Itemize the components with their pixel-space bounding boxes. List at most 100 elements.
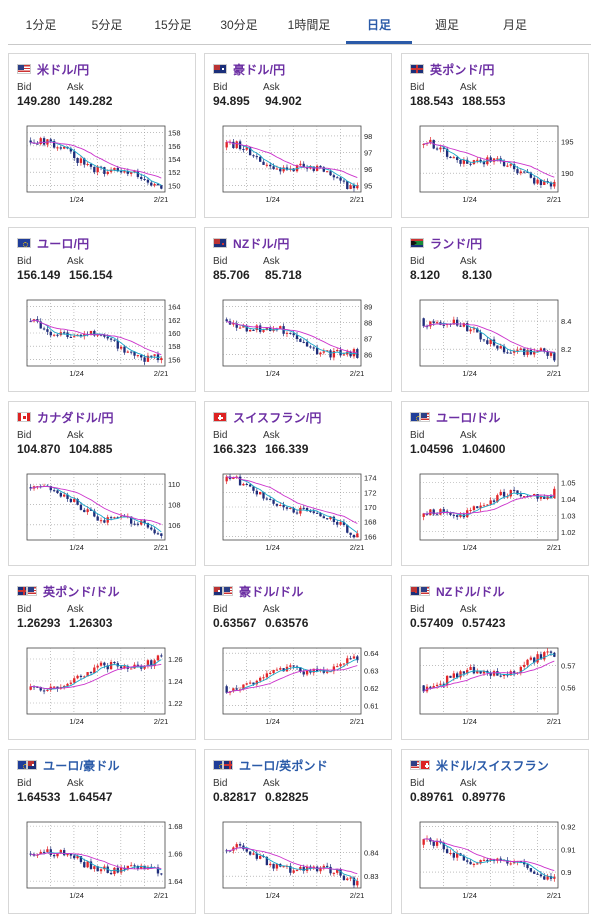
plot-frame <box>419 473 559 541</box>
us-flag-icon <box>223 586 233 596</box>
candle-body <box>292 333 295 336</box>
candle-body <box>529 868 533 872</box>
candlestick-chart[interactable]: 89 88 87 86 1/24 2/21 <box>211 296 385 388</box>
candle-body <box>130 668 133 670</box>
bid-ask-labels: Bid Ask <box>213 256 313 267</box>
rate-card[interactable]: カナダドル/円 Bid Ask 104.870 104.885 110 108 106 1… <box>8 401 196 566</box>
candlestick-chart[interactable]: 1.26 1.24 1.22 1/24 2/21 <box>15 644 189 736</box>
rate-card[interactable]: ランド/円 Bid Ask 8.120 8.130 8.4 8.2 1/24 2/21 <box>401 227 589 392</box>
candlestick-chart[interactable]: 0.92 0.91 0.9 1/24 2/21 <box>408 818 582 910</box>
rate-card[interactable]: 豪ドル/ドル Bid Ask 0.63567 0.63576 0.64 0.63 0.6… <box>204 575 392 740</box>
candlestick-chart[interactable]: 164 162 160 158 156 1/24 2/21 <box>15 296 189 388</box>
currency-pair-link[interactable]: 米ドル/スイスフラン <box>436 758 549 773</box>
candle-body <box>452 852 455 858</box>
rate-card[interactable]: 米ドル/スイスフラン Bid Ask 0.89761 0.89776 0.92 0.9… <box>401 749 589 914</box>
candle-body <box>245 849 248 852</box>
tab-3[interactable]: 30分足 <box>220 18 258 32</box>
ask-label: Ask <box>263 430 280 441</box>
y-tick-label: 1.02 <box>561 528 576 537</box>
candle-body <box>445 148 449 157</box>
ask-value: 104.885 <box>69 442 113 456</box>
y-tick-label: 166 <box>364 532 377 541</box>
candle-body <box>83 333 86 337</box>
currency-pair-link[interactable]: ユーロ/英ポンド <box>239 758 328 773</box>
candle-body <box>449 675 452 678</box>
candle-body <box>245 483 248 485</box>
rate-card[interactable]: スイスフラン/円 Bid Ask 166.323 166.339 174 172 170… <box>204 401 392 566</box>
currency-pair-link[interactable]: 豪ドル/円 <box>233 62 286 77</box>
tab-0[interactable]: 1分足 <box>25 18 57 32</box>
tab-2[interactable]: 15分足 <box>154 18 192 32</box>
currency-pair-link[interactable]: ランド/円 <box>430 236 483 251</box>
bid-ask-values: 1.26293 1.26303 <box>17 616 112 630</box>
currency-pair-link[interactable]: 英ポンド/ドル <box>43 584 120 599</box>
candle-body <box>76 498 79 505</box>
candle-body <box>462 671 466 674</box>
candle-body <box>103 866 106 870</box>
candlestick-chart[interactable]: 8.4 8.2 1/24 2/21 <box>408 296 582 388</box>
card-header: 米ドル/スイスフラン <box>410 757 549 773</box>
candlestick-chart[interactable]: 158 156 154 152 150 1/24 2/21 <box>15 122 189 214</box>
currency-pair-link[interactable]: ユーロ/円 <box>37 236 90 251</box>
candle-body <box>289 665 292 667</box>
rate-card[interactable]: 英ポンド/円 Bid Ask 188.543 188.553 195 190 1/24 2… <box>401 53 589 218</box>
ask-label: Ask <box>263 256 280 267</box>
candlestick-chart[interactable]: 1.68 1.66 1.64 1/24 2/21 <box>15 818 189 910</box>
candle-body <box>292 870 295 873</box>
candle-body <box>42 851 46 853</box>
candle-body <box>160 655 163 657</box>
rate-card[interactable]: ユーロ/英ポンド Bid Ask 0.82817 0.82825 0.84 0.83 1… <box>204 749 392 914</box>
tab-1[interactable]: 5分足 <box>91 18 123 32</box>
currency-pair-link[interactable]: 豪ドル/ドル <box>239 584 304 599</box>
rate-card[interactable]: NZドル/円 Bid Ask 85.706 85.718 89 88 87 86 1/24 2… <box>204 227 392 392</box>
rate-card[interactable]: 米ドル/円 Bid Ask 149.280 149.282 158 156 154 152… <box>8 53 196 218</box>
ma-long-line <box>226 476 358 524</box>
ma-long-line <box>30 319 162 356</box>
bid-ask-values: 166.323 166.339 <box>213 442 308 456</box>
candle-body <box>73 678 76 683</box>
candle-body <box>160 185 163 189</box>
ask-label: Ask <box>67 256 84 267</box>
rate-card[interactable]: NZドル/ドル Bid Ask 0.57409 0.57423 0.57 0.56 1/… <box>401 575 589 740</box>
candle-body <box>349 532 352 535</box>
rate-card[interactable]: ユーロ/豪ドル Bid Ask 1.64533 1.64547 1.68 1.66 1.… <box>8 749 196 914</box>
candlestick-chart[interactable]: 195 190 1/24 2/21 <box>408 122 582 214</box>
candle-body <box>352 349 356 357</box>
candle-body <box>79 158 83 163</box>
currency-pair-link[interactable]: NZドル/円 <box>233 236 290 251</box>
candle-body <box>59 147 62 149</box>
tab-7[interactable]: 月足 <box>502 18 527 32</box>
tab-6[interactable]: 週足 <box>434 18 459 32</box>
currency-pair-link[interactable]: 米ドル/円 <box>37 62 90 77</box>
candlestick-chart[interactable]: 110 108 106 1/24 2/21 <box>15 470 189 562</box>
bid-label: Bid <box>410 604 425 615</box>
currency-pair-link[interactable]: カナダドル/円 <box>37 410 114 425</box>
candle-body <box>103 167 106 174</box>
tab-5[interactable]: 日足 <box>346 6 412 44</box>
currency-pair-link[interactable]: スイスフラン/円 <box>233 410 322 425</box>
rate-card[interactable]: 英ポンド/ドル Bid Ask 1.26293 1.26303 1.26 1.24 1.… <box>8 575 196 740</box>
candlestick-chart[interactable]: 0.64 0.63 0.62 0.61 1/24 2/21 <box>211 644 385 736</box>
candle-body <box>113 517 116 519</box>
x-tick-label: 1/24 <box>69 195 84 204</box>
currency-pair-link[interactable]: 英ポンド/円 <box>430 62 495 77</box>
candlestick-chart[interactable]: 0.84 0.83 1/24 2/21 <box>211 818 385 910</box>
currency-pair-link[interactable]: ユーロ/豪ドル <box>43 758 120 773</box>
candle-body <box>103 520 106 523</box>
rate-card[interactable]: ユーロ/円 Bid Ask 156.149 156.154 164 162 160 158… <box>8 227 196 392</box>
tab-4[interactable]: 1時間足 <box>287 18 331 32</box>
currency-pair-link[interactable]: ユーロ/ドル <box>436 410 501 425</box>
candlestick-chart[interactable]: 174 172 170 168 166 1/24 2/21 <box>211 470 385 562</box>
uk-flag-icon <box>223 760 233 770</box>
candle-body <box>429 321 432 327</box>
candlestick-chart[interactable]: 1.05 1.04 1.03 1.02 1/24 2/21 <box>408 470 582 562</box>
candlestick-chart[interactable]: 0.57 0.56 1/24 2/21 <box>408 644 582 736</box>
candle-body <box>479 860 482 864</box>
rate-card[interactable]: 豪ドル/円 Bid Ask 94.895 94.902 98 97 96 95 1/24 2/… <box>204 53 392 218</box>
ask-value: 156.154 <box>69 268 113 282</box>
candle-body <box>259 491 262 495</box>
candle-body <box>432 686 435 688</box>
currency-pair-link[interactable]: NZドル/ドル <box>436 584 505 599</box>
rate-card[interactable]: ユーロ/ドル Bid Ask 1.04596 1.04600 1.05 1.04 1.0… <box>401 401 589 566</box>
candlestick-chart[interactable]: 98 97 96 95 1/24 2/21 <box>211 122 385 214</box>
